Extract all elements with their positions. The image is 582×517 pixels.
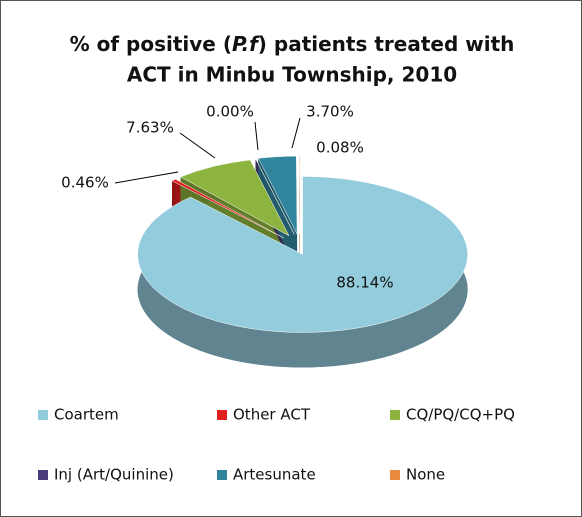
legend-label: CQ/PQ/CQ+PQ [406,406,515,424]
slice [257,155,298,235]
legend-swatch [38,470,48,480]
legend-swatch [390,470,400,480]
leader-line [114,171,179,184]
data-label: 0.46% [61,174,109,192]
title-part: P.f [232,32,260,56]
slice [179,159,290,237]
pie [137,155,468,368]
legend-label: Coartem [54,406,119,424]
data-label: 0.08% [316,139,364,157]
leader-line [254,121,259,151]
data-label: 88.14% [336,274,393,292]
data-label: 7.63% [126,119,174,137]
legend-swatch [390,410,400,420]
legend-swatch [217,470,227,480]
leader-line [291,117,301,149]
leader-line [179,132,216,159]
legend-label: Other ACT [233,406,311,424]
legend-label: None [406,466,445,484]
legend-label: Inj (Art/Quinine) [54,466,174,484]
legend-swatch [217,410,227,420]
legend-swatch [38,410,48,420]
slice [171,179,285,239]
data-label: 0.00% [206,103,254,121]
title-part: ) patients treated with [258,32,515,56]
legend-label: Artesunate [233,466,316,484]
title-part: % of positive ( [70,32,232,56]
data-label: 3.70% [306,103,354,121]
chart-title: % of positive (P.f) patients treated wit… [70,32,515,56]
slice [298,155,301,235]
labels: 88.14% 0.46% 7.63% 0.00% 3.70% 0.08% [61,103,393,292]
chart-title: ACT in Minbu Township, 2010 [127,63,457,87]
slice [137,176,468,333]
legend: Coartem Other ACT CQ/PQ/CQ+PQ Inj (Art/Quin… [38,406,515,484]
